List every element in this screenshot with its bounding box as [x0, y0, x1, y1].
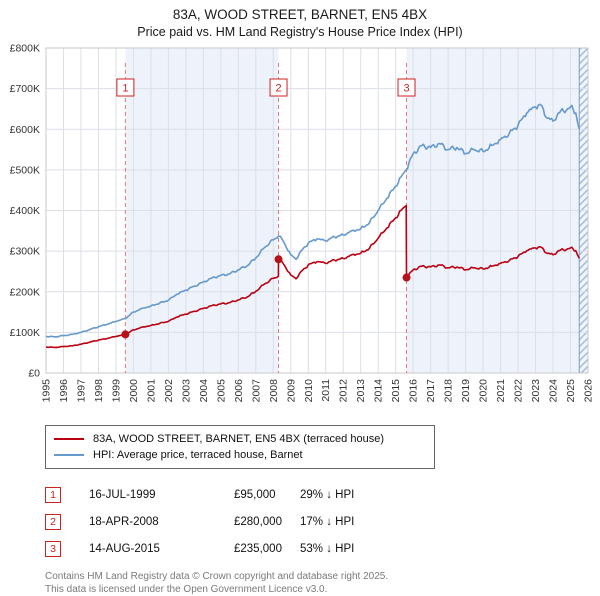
sale-point-1[interactable]	[121, 330, 130, 339]
sale-marker-box	[116, 78, 135, 97]
legend-item-price-paid[interactable]: 83A, WOOD STREET, BARNET, EN5 4BX (terra…	[54, 431, 426, 447]
svg-text:£500K: £500K	[10, 164, 40, 176]
sale-marker-box	[269, 78, 288, 97]
svg-text:2023: 2023	[530, 379, 542, 403]
svg-text:2009: 2009	[285, 379, 297, 403]
transaction-price: £280,000	[234, 515, 282, 528]
svg-text:1997: 1997	[75, 379, 87, 403]
page-title: 83A, WOOD STREET, BARNET, EN5 4BX	[172, 7, 428, 22]
svg-text:£400K: £400K	[10, 205, 40, 217]
svg-text:2022: 2022	[513, 379, 525, 403]
svg-text:2024: 2024	[548, 379, 560, 403]
svg-text:2012: 2012	[338, 379, 350, 403]
transaction-price: £235,000	[234, 542, 282, 555]
svg-text:2007: 2007	[250, 379, 262, 403]
svg-text:2021: 2021	[495, 379, 507, 403]
svg-text:2004: 2004	[198, 379, 210, 403]
svg-text:2025: 2025	[565, 379, 577, 403]
license-footer: Contains HM Land Registry data © Crown c…	[45, 570, 600, 596]
transaction-date: 16-JUL-1999	[89, 488, 156, 501]
sale-point-3[interactable]	[402, 273, 411, 282]
svg-text:2000: 2000	[128, 379, 140, 403]
svg-text:£700K: £700K	[10, 83, 40, 95]
price-chart[interactable]: 1995 1996 1997 1998 1999 2000 2001 2002 2003 2004…	[0, 41, 600, 419]
svg-text:£300K: £300K	[10, 246, 40, 258]
transaction-marker: 1	[45, 486, 61, 503]
sale-marker-box	[397, 78, 416, 97]
svg-text:2006: 2006	[233, 379, 245, 403]
svg-text:2017: 2017	[425, 379, 437, 403]
price-paid-line-swatch	[54, 438, 84, 441]
legend: 83A, WOOD STREET, BARNET, EN5 4BX (terra…	[45, 425, 435, 470]
transaction-marker: 2	[45, 513, 61, 530]
svg-text:1998: 1998	[93, 379, 105, 403]
svg-text:2020: 2020	[478, 379, 490, 403]
svg-text:2015: 2015	[390, 379, 402, 403]
transaction-row: 2 18-APR-2008 £280,000 17% ↓ HPI	[45, 508, 600, 535]
sale-point-2[interactable]	[274, 255, 283, 264]
transaction-vs-hpi: 29% ↓ HPI	[300, 488, 355, 501]
svg-text:2002: 2002	[163, 379, 175, 403]
sale-marker-number: 1	[122, 83, 128, 95]
sale-marker-number: 2	[275, 83, 281, 95]
svg-text:2026: 2026	[583, 379, 595, 403]
hpi-line-swatch	[54, 454, 84, 457]
footer-line1: Contains HM Land Registry data © Crown c…	[45, 571, 389, 583]
page-subtitle: Price paid vs. HM Land Registry's House …	[137, 25, 463, 40]
svg-text:1995: 1995	[41, 379, 53, 403]
svg-text:2003: 2003	[180, 379, 192, 403]
transaction-date: 18-APR-2008	[89, 515, 159, 528]
legend-label-hpi: HPI: Average price, terraced house, Barn…	[93, 449, 303, 462]
svg-text:2001: 2001	[145, 379, 157, 403]
sale-marker-number: 3	[403, 83, 409, 95]
y-axis-labels: £0 £100K £200K £300K £400K £500K £600K £700K £80…	[10, 43, 41, 380]
transaction-row: 1 16-JUL-1999 £95,000 29% ↓ HPI	[45, 481, 600, 508]
svg-text:1999: 1999	[110, 379, 122, 403]
legend-item-hpi[interactable]: HPI: Average price, terraced house, Barn…	[54, 447, 426, 463]
svg-text:£600K: £600K	[10, 124, 40, 136]
svg-text:2013: 2013	[355, 379, 367, 403]
price-paid-line	[45, 204, 581, 349]
transaction-row: 3 14-AUG-2015 £235,000 53% ↓ HPI	[45, 535, 600, 562]
plot-border	[45, 47, 589, 374]
svg-text:2005: 2005	[215, 379, 227, 403]
transactions-table: 1 16-JUL-1999 £95,000 29% ↓ HPI 2 18-APR…	[45, 481, 600, 562]
hpi-line	[45, 103, 581, 338]
svg-text:1996: 1996	[58, 379, 70, 403]
svg-text:£800K: £800K	[10, 43, 40, 55]
legend-label-price-paid: 83A, WOOD STREET, BARNET, EN5 4BX (terra…	[93, 433, 384, 446]
svg-text:2011: 2011	[320, 379, 332, 402]
svg-text:2019: 2019	[460, 379, 472, 403]
svg-text:£0: £0	[28, 368, 40, 380]
svg-text:2014: 2014	[373, 379, 385, 403]
transaction-marker: 3	[45, 540, 61, 557]
x-axis-labels: 1995 1996 1997 1998 1999 2000 2001 2002 2003 2004…	[41, 379, 595, 403]
svg-text:2018: 2018	[443, 379, 455, 403]
chart-header: 83A, WOOD STREET, BARNET, EN5 4BX Price …	[0, 0, 600, 41]
svg-text:2016: 2016	[408, 379, 420, 403]
transaction-vs-hpi: 17% ↓ HPI	[300, 515, 355, 528]
transaction-date: 14-AUG-2015	[89, 542, 160, 555]
svg-text:2010: 2010	[303, 379, 315, 403]
svg-text:2008: 2008	[268, 379, 280, 403]
transaction-vs-hpi: 53% ↓ HPI	[300, 542, 355, 555]
transaction-price: £95,000	[234, 488, 276, 501]
svg-text:£100K: £100K	[10, 327, 40, 339]
svg-text:£200K: £200K	[10, 286, 40, 298]
